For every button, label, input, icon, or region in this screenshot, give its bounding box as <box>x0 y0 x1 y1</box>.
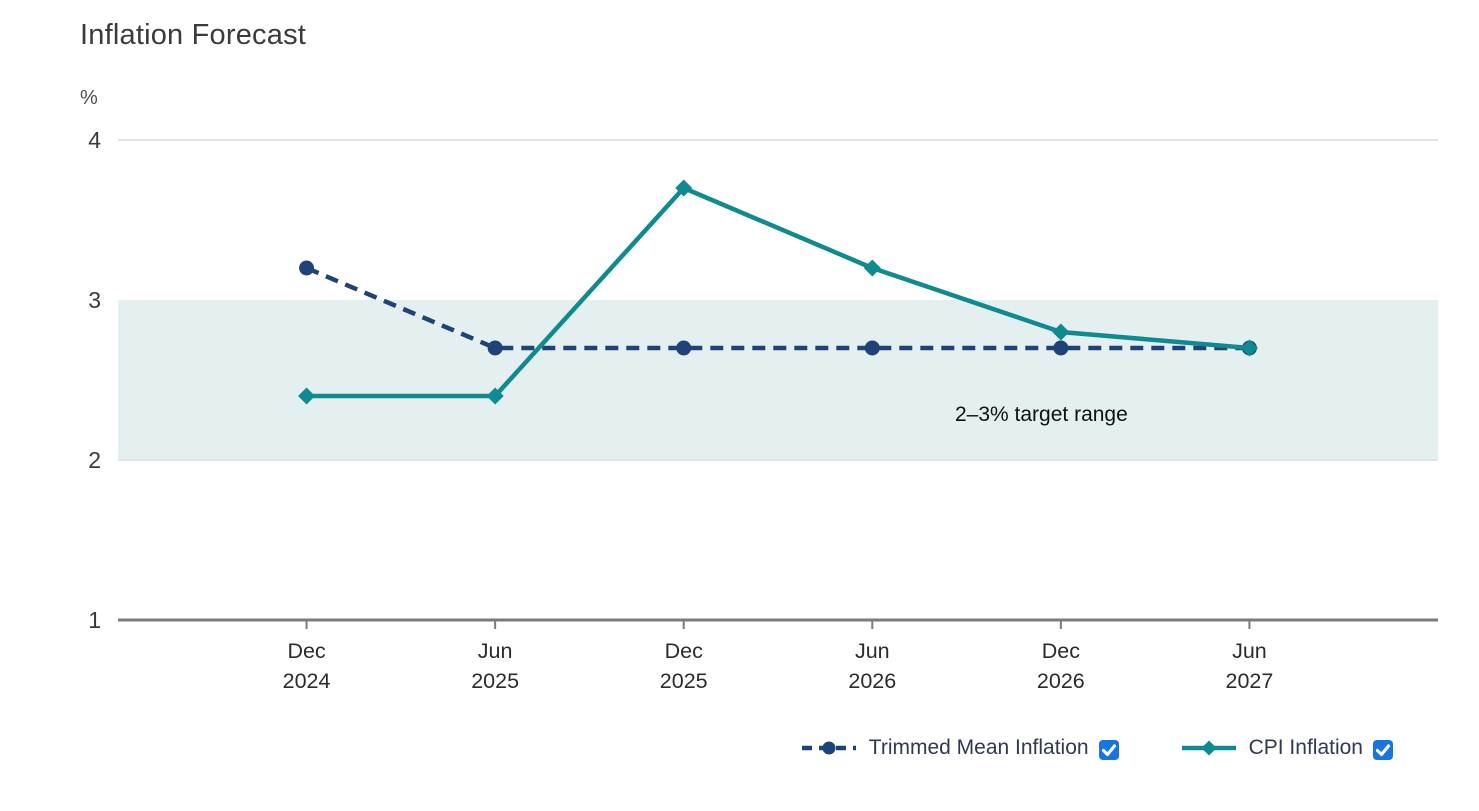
y-tick-label: 3 <box>88 287 101 313</box>
chart-title: Inflation Forecast <box>80 19 307 51</box>
x-tick-label: Dec 2025 <box>660 639 708 693</box>
y-tick-label: 1 <box>88 607 101 633</box>
cpi-line-swatch-icon <box>1181 740 1236 755</box>
checkmark-icon <box>1101 744 1116 757</box>
x-tick-label: Dec 2026 <box>1037 639 1085 693</box>
trimmed-mean-line-swatch-icon <box>801 741 856 754</box>
legend: Trimmed Mean Inflation CPI Inflation <box>801 735 1393 760</box>
x-tick-label: Jun 2025 <box>471 639 519 693</box>
x-tick-label: Jun 2027 <box>1226 639 1274 693</box>
legend-label-cpi: CPI Inflation <box>1248 735 1363 759</box>
legend-item-trimmed-mean: Trimmed Mean Inflation <box>801 735 1119 760</box>
y-tick-label: 4 <box>88 127 101 153</box>
x-tick-label: Dec 2024 <box>283 639 331 693</box>
checkmark-icon <box>1375 744 1391 757</box>
legend-label-trimmed-mean: Trimmed Mean Inflation <box>868 735 1089 759</box>
x-tick-label: Jun 2026 <box>848 639 896 693</box>
target-range-annotation: 2–3% target range <box>955 403 1128 426</box>
y-axis-unit-label: % <box>80 87 98 109</box>
y-tick-label: 2 <box>88 447 101 473</box>
legend-item-cpi: CPI Inflation <box>1181 735 1393 760</box>
trimmed-mean-checkbox[interactable] <box>1098 740 1119 760</box>
cpi-checkbox[interactable] <box>1373 740 1393 760</box>
